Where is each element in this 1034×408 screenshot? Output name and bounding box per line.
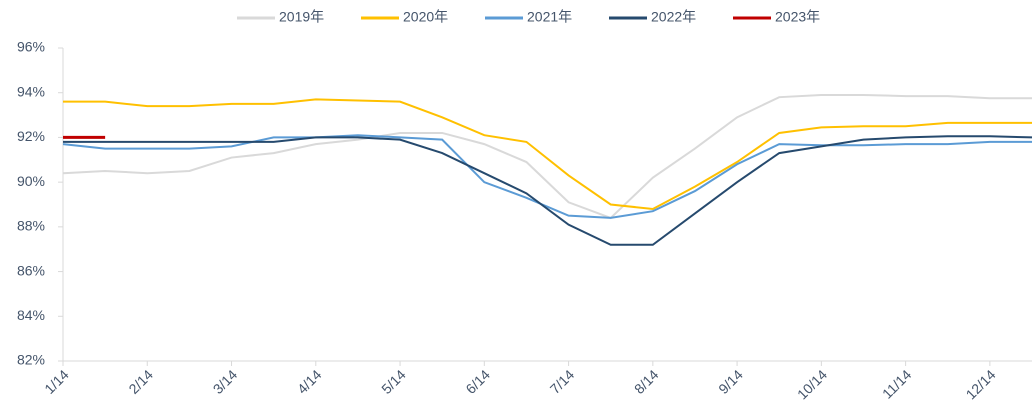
x-tick-label: 12/14 <box>963 366 999 402</box>
y-tick-label: 88% <box>17 218 45 234</box>
y-tick-label: 86% <box>17 262 45 278</box>
y-tick-label: 84% <box>17 307 45 323</box>
x-tick-label: 10/14 <box>794 366 830 402</box>
series-line <box>63 98 1032 210</box>
y-tick-label: 82% <box>17 352 45 368</box>
series-line <box>63 135 1033 246</box>
x-tick-label: 5/14 <box>378 366 409 397</box>
legend-label: 2019年 <box>279 9 324 25</box>
y-tick-label: 90% <box>17 173 45 189</box>
y-tick-label: 92% <box>17 128 45 144</box>
y-tick-label: 96% <box>17 39 45 55</box>
x-tick-label: 7/14 <box>547 366 578 397</box>
x-tick-label: 1/14 <box>41 366 72 397</box>
x-tick-label: 8/14 <box>631 366 662 397</box>
x-tick-label: 3/14 <box>210 366 241 397</box>
series-line <box>62 93 1032 220</box>
x-tick-label: 2/14 <box>125 366 156 397</box>
legend-label: 2020年 <box>403 9 448 25</box>
legend-label: 2021年 <box>527 9 572 25</box>
x-tick-label: 9/14 <box>715 366 746 397</box>
y-tick-label: 94% <box>17 83 45 99</box>
x-tick-label: 4/14 <box>294 366 325 397</box>
legend-label: 2023年 <box>775 9 820 25</box>
x-tick-label: 6/14 <box>462 366 493 397</box>
legend-label: 2022年 <box>651 9 696 25</box>
x-tick-label: 11/14 <box>879 366 915 402</box>
series-line <box>62 134 1032 219</box>
